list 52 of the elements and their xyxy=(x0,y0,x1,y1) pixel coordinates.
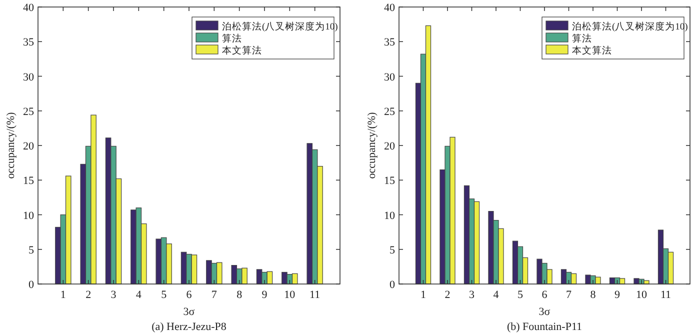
x-tick-label: 1 xyxy=(60,289,66,301)
text: (b) Fountain-P11 xyxy=(506,321,582,333)
y-tick-label: 15 xyxy=(384,175,396,188)
y-tick-label: 20 xyxy=(23,140,34,152)
x-tick-label: 5 xyxy=(161,289,168,301)
legend-label: 算法 xyxy=(572,32,592,44)
x-tick-label: 1 xyxy=(420,289,426,301)
y-tick-label: 20 xyxy=(384,140,396,152)
x-tick-label: 2 xyxy=(444,289,450,301)
x-tick-label: 8 xyxy=(590,289,596,301)
x-tick-label: 3 xyxy=(110,289,117,301)
x-tick-label: 11 xyxy=(660,289,672,301)
legend-label: 算法 xyxy=(222,32,242,44)
legend-label: 泊松算法(八叉树深度为10) xyxy=(572,20,688,32)
y-tick-label: 10 xyxy=(384,210,396,222)
y-tick-label: 25 xyxy=(384,106,396,118)
x-tick-label: 6 xyxy=(542,289,548,301)
y-tick-label: 0 xyxy=(390,279,396,291)
x-tick-label: 10 xyxy=(284,289,296,301)
x-tick-label: 8 xyxy=(236,289,243,301)
y-tick-label: 25 xyxy=(23,106,34,118)
legend-label: 本文算法 xyxy=(222,44,262,56)
y-tick-label: 30 xyxy=(384,71,396,84)
y-tick-label: 35 xyxy=(384,36,396,49)
text: (a) Herz-Jezu-P8 xyxy=(152,321,227,333)
y-tick-label: 35 xyxy=(23,36,34,49)
x-tick-label: 5 xyxy=(518,289,524,301)
x-tick-label: 7 xyxy=(211,289,218,301)
x-tick-label: 9 xyxy=(614,289,620,301)
x-tick-label: 3 xyxy=(469,289,475,301)
x-tick-label: 10 xyxy=(636,289,648,301)
y-tick-label: 0 xyxy=(28,279,34,291)
x-axis-title: 3σ xyxy=(538,306,550,318)
y-tick-label: 10 xyxy=(23,210,34,222)
y-tick-label: 5 xyxy=(28,244,34,256)
x-tick-label: 11 xyxy=(310,289,320,301)
y-tick-label: 40 xyxy=(384,2,396,14)
x-tick-label: 9 xyxy=(262,289,268,301)
x-tick-label: 2 xyxy=(86,289,92,301)
y-axis-title: occupancy/(%) xyxy=(5,112,17,179)
x-tick-label: 6 xyxy=(186,289,192,301)
x-axis-title: 3σ xyxy=(183,306,195,318)
y-tick-label: 5 xyxy=(390,244,396,256)
x-tick-label: 4 xyxy=(136,289,142,301)
y-tick-label: 30 xyxy=(23,71,34,84)
legend-label: 泊松算法(八叉树深度为10) xyxy=(222,20,338,32)
y-tick-label: 15 xyxy=(23,175,34,188)
y-axis-title: occupancy/(%) xyxy=(366,112,378,179)
y-tick-label: 40 xyxy=(23,2,34,14)
x-tick-label: 4 xyxy=(493,289,500,301)
legend-label: 本文算法 xyxy=(572,44,612,56)
x-tick-label: 7 xyxy=(566,289,572,301)
